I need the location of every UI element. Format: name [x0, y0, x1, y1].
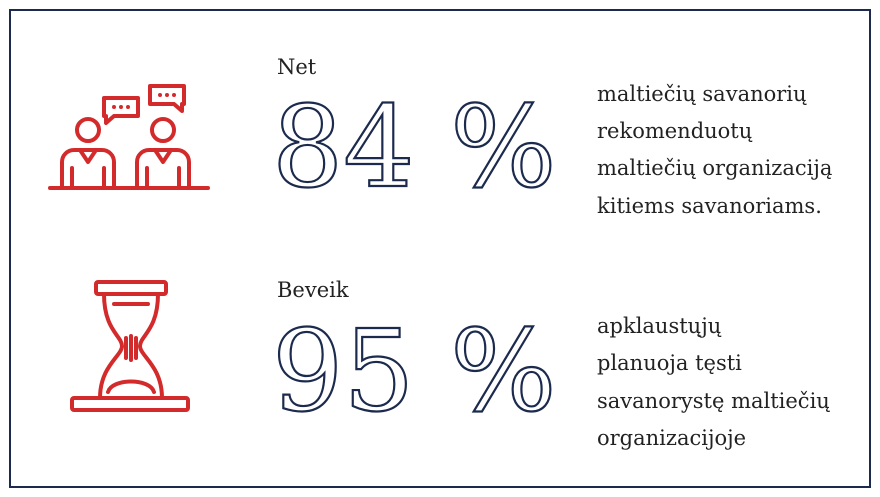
description-line: rekomenduotų [597, 119, 753, 143]
description-line: kitiems savanoriams. [597, 194, 822, 218]
prefix: Beveik [277, 278, 349, 302]
description-line: organizacijoje [597, 426, 746, 450]
description-line: planuoja tęsti [597, 351, 742, 375]
hourglass-icon [70, 280, 190, 412]
description-line: maltiečių savanorių [597, 82, 807, 106]
stat-value: 95 % [272, 307, 557, 437]
description-line: savanorystę maltiečių [597, 389, 830, 413]
stat-value: 84 % [272, 83, 557, 213]
description-line: maltiečių organizaciją [597, 156, 832, 180]
people-icon [48, 84, 210, 190]
description-line: apklaustųjų [597, 314, 722, 338]
frame [9, 9, 871, 488]
prefix: Net [277, 55, 317, 79]
